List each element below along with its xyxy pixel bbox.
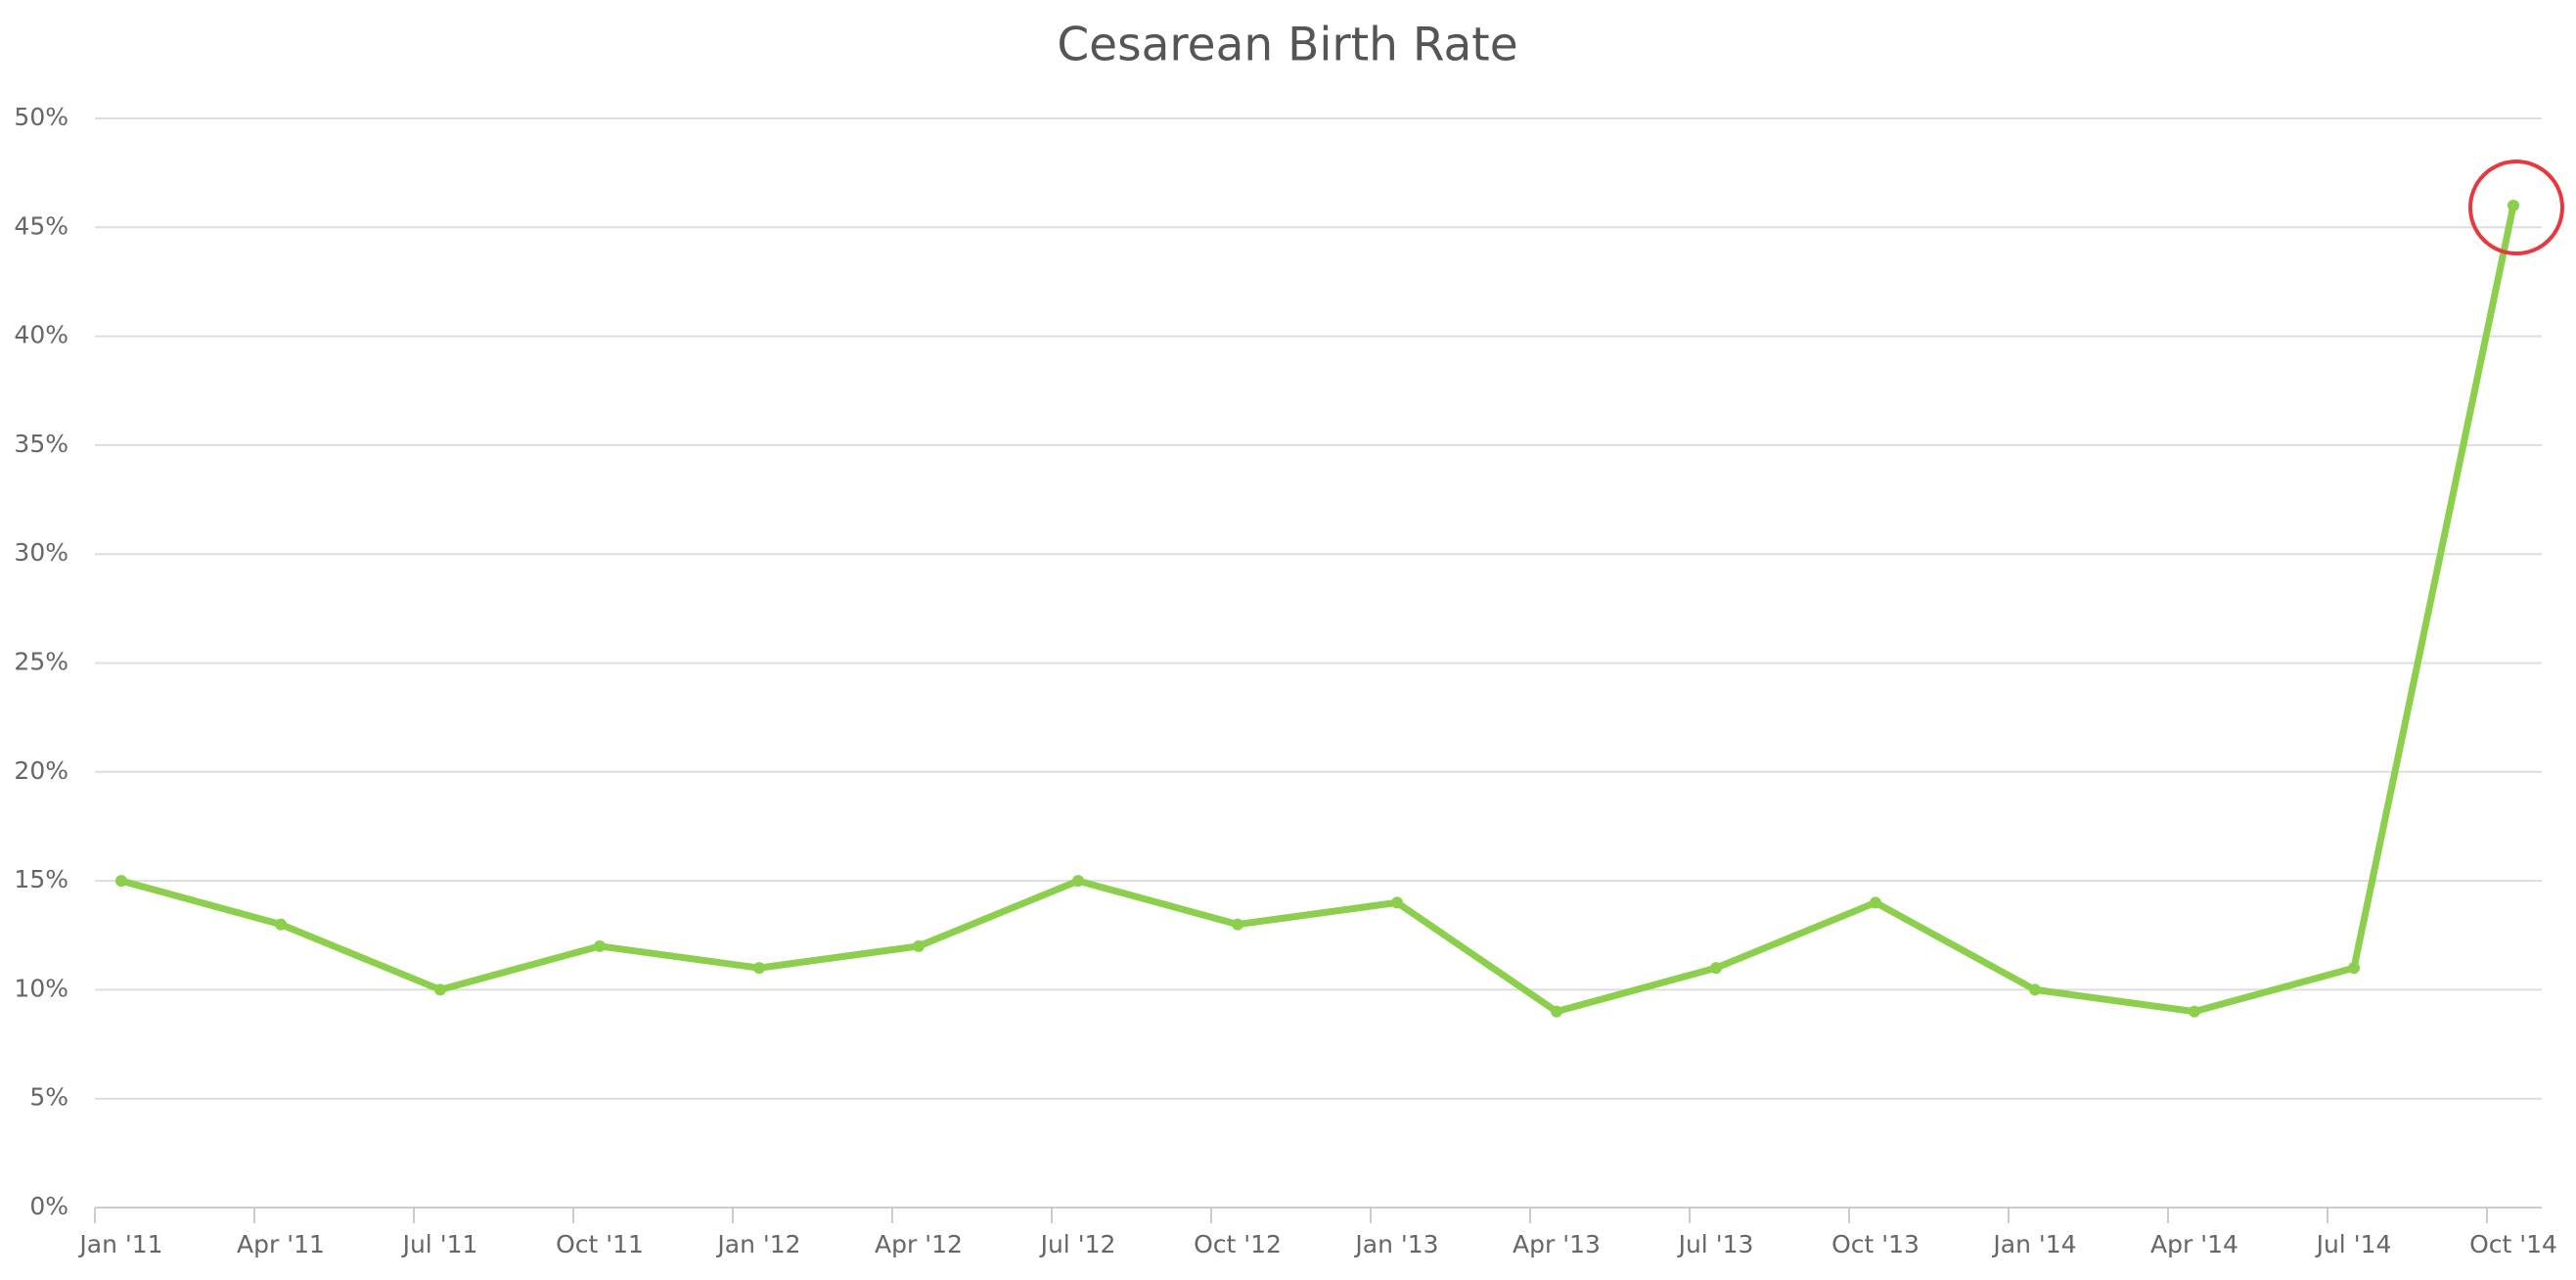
x-tick-label: Apr '12 xyxy=(875,1230,963,1258)
y-tick-label: 20% xyxy=(14,756,68,785)
x-tick-label: Oct '13 xyxy=(1831,1230,1920,1258)
point xyxy=(2348,962,2360,975)
point xyxy=(1391,896,1403,909)
point xyxy=(1551,1005,1562,1018)
y-tick-label: 50% xyxy=(14,103,68,131)
x-tick-label: Jul '14 xyxy=(2315,1230,2392,1258)
point xyxy=(1870,896,1881,909)
highlight-circle xyxy=(2468,160,2564,256)
x-tick-label: Jan '12 xyxy=(715,1230,800,1258)
y-tick-label: 15% xyxy=(14,865,68,893)
point xyxy=(115,875,127,888)
x-tick-label: Jul '13 xyxy=(1677,1230,1754,1258)
y-tick-label: 40% xyxy=(14,321,68,349)
y-tick-label: 45% xyxy=(14,211,68,240)
point xyxy=(275,918,287,931)
line xyxy=(120,205,2517,1016)
chart-title: Cesarean Birth Rate xyxy=(1057,19,1517,72)
y-tick-label: 5% xyxy=(29,1083,68,1112)
y-tick-label: 10% xyxy=(14,974,68,1002)
x-tick-label: Oct '14 xyxy=(2469,1230,2557,1258)
x-tick-label: Jan '13 xyxy=(1353,1230,1438,1258)
point xyxy=(1710,962,1722,975)
y-tick-label: 25% xyxy=(14,648,68,676)
point xyxy=(913,939,925,952)
x-tick-label: Apr '14 xyxy=(2150,1230,2238,1258)
point xyxy=(2508,200,2519,212)
y-tick-label: 30% xyxy=(14,538,68,567)
point xyxy=(594,939,606,952)
point xyxy=(434,983,446,996)
x-tick-label: Jan '14 xyxy=(1991,1230,2076,1258)
y-tick-label: 0% xyxy=(29,1192,68,1220)
point xyxy=(2029,983,2041,996)
point xyxy=(2189,1005,2200,1018)
x-tick-label: Apr '13 xyxy=(1513,1230,1601,1258)
x-tick-label: Apr '11 xyxy=(237,1230,325,1258)
y-tick-label: 35% xyxy=(14,430,68,458)
point xyxy=(1072,875,1084,888)
x-tick-label: Jan '11 xyxy=(77,1230,162,1258)
x-tick-label: Jul '11 xyxy=(401,1230,478,1258)
point xyxy=(753,962,765,975)
x-tick-label: Jul '12 xyxy=(1039,1230,1116,1258)
x-tick-label: Oct '11 xyxy=(556,1230,644,1258)
point xyxy=(1232,918,1243,931)
x-tick-label: Oct '12 xyxy=(1194,1230,1282,1258)
